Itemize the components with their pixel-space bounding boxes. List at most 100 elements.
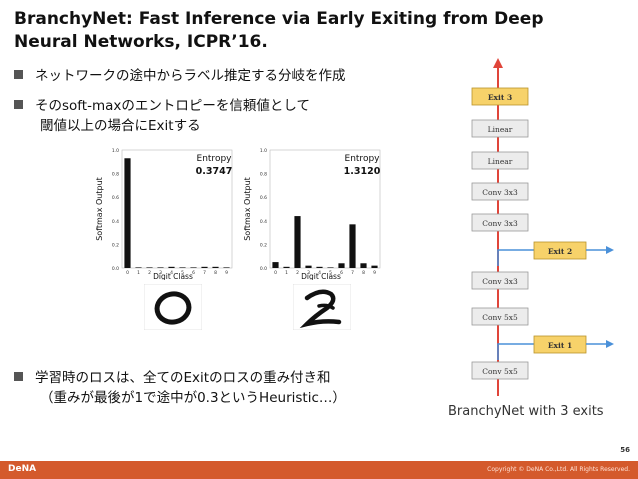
digit-two-drawing <box>292 283 352 331</box>
bar-5 <box>327 267 334 268</box>
bullet-square-icon <box>14 100 23 109</box>
x-tick-label: 3 <box>159 270 162 276</box>
y-tick-label: 0.4 <box>260 219 267 225</box>
x-tick-label: 2 <box>296 270 299 276</box>
x-tick-label: 4 <box>318 270 321 276</box>
y-tick-label: 0.8 <box>260 172 267 178</box>
branch-line <box>497 249 534 266</box>
layer-box <box>471 213 529 232</box>
bar-3 <box>157 267 164 268</box>
bullet-3-text-line2: （重みが最後が1で途中が0.3というHeuristic…） <box>40 390 346 406</box>
layer-box <box>471 307 529 326</box>
y-tick-label: 1.0 <box>112 148 119 154</box>
footer-logo: DeNA <box>8 464 37 474</box>
plot-frame <box>121 149 233 269</box>
bullet-1-text: ネットワークの途中からラベル推定する分岐を作成 <box>35 68 346 84</box>
x-tick-label: 1 <box>137 270 140 276</box>
bar-1 <box>283 266 290 268</box>
x-tick-label: 9 <box>373 270 376 276</box>
x-tick-label: 0 <box>274 270 277 276</box>
x-tick-label: 2 <box>148 270 151 276</box>
x-tick-label: 4 <box>170 270 173 276</box>
footer-copyright: Copyright © DeNA Co.,Ltd. All Rights Res… <box>487 466 630 473</box>
bullet-2: そのsoft-maxのエントロピーを信頼値として 閾値以上の場合にExitする <box>14 96 310 136</box>
exit-arrow-icon <box>606 246 614 254</box>
x-tick-label: 7 <box>351 270 354 276</box>
x-tick-label: 8 <box>362 270 365 276</box>
bullet-3-text: 学習時のロスは、全てのExitのロスの重み付き和 <box>35 370 331 386</box>
softmax-chart-2-svg: 0.0 0.2 0.4 0.6 0.8 1.0 0 1 2 3 4 5 6 7 8 9 Softmax Outp… <box>243 148 381 281</box>
x-axis-label: Digit Class <box>153 272 193 280</box>
softmax-chart-1: 0.0 0.2 0.4 0.6 0.8 1.0 0 1 2 3 4 5 6 7 8 9 Softmax Outp… <box>94 142 242 281</box>
bar-6 <box>338 263 345 268</box>
y-tick-label: 0.6 <box>112 195 119 201</box>
layer-label: Conv 3x3 <box>482 188 518 197</box>
bullet-square-icon <box>14 70 23 79</box>
bar-9 <box>371 265 378 268</box>
x-tick-label: 5 <box>329 270 332 276</box>
layer-label: Conv 3x3 <box>482 219 518 228</box>
bar-4 <box>316 266 323 268</box>
x-tick-label: 3 <box>307 270 310 276</box>
bullet-square-icon <box>14 372 23 381</box>
bar-7 <box>201 266 208 268</box>
bar-0 <box>124 158 131 268</box>
bar-1 <box>135 267 142 268</box>
exit-label: Exit 1 <box>548 341 572 350</box>
bar-8 <box>360 263 367 268</box>
bar-2 <box>146 267 153 268</box>
x-tick-label: 8 <box>214 270 217 276</box>
bullet-3: 学習時のロスは、全てのExitのロスの重み付き和 （重みが最後が1で途中が0.3… <box>14 368 346 408</box>
y-tick-label: 0.4 <box>112 219 119 225</box>
exit-arrow-icon <box>606 340 614 348</box>
x-tick-label: 9 <box>225 270 228 276</box>
layer-box <box>471 151 529 170</box>
page-number: 56 <box>620 446 630 454</box>
y-tick-label: 0.2 <box>260 242 267 248</box>
layer-box <box>471 87 529 106</box>
entropy-label: Entropy <box>345 154 381 164</box>
y-tick-label: 0.6 <box>260 195 267 201</box>
y-tick-label: 1.0 <box>260 148 267 154</box>
y-tick-label: 0.2 <box>112 242 119 248</box>
x-tick-label: 1 <box>285 270 288 276</box>
x-tick-label: 5 <box>181 270 184 276</box>
y-tick-label: 0.0 <box>260 266 267 272</box>
y-tick-label: 0.0 <box>112 266 119 272</box>
y-axis-label: Softmax Output <box>95 177 104 241</box>
title-line-2: Neural Networks, ICPR’16. <box>14 32 268 52</box>
trunk-arrow-icon <box>493 58 503 68</box>
x-tick-label: 7 <box>203 270 206 276</box>
plot-frame <box>269 149 381 269</box>
layer-box <box>471 361 529 380</box>
bar-8 <box>212 266 219 268</box>
layer-label: Exit 3 <box>488 93 512 102</box>
layer-label: Conv 3x3 <box>482 277 518 286</box>
entropy-value: 1.3120 <box>344 166 381 177</box>
bullet-1: ネットワークの途中からラベル推定する分岐を作成 <box>14 66 346 86</box>
softmax-chart-2: 0.0 0.2 0.4 0.6 0.8 1.0 0 1 2 3 4 5 6 7 8 9 Softmax Outp… <box>242 142 390 281</box>
layer-box <box>471 182 529 201</box>
layer-label: Linear <box>488 125 513 134</box>
title-line-1: BranchyNet: Fast Inference via Early Exi… <box>14 9 544 29</box>
entropy-label: Entropy <box>197 154 233 164</box>
softmax-chart-1-svg: 0.0 0.2 0.4 0.6 0.8 1.0 0 1 2 3 4 5 6 7 8 9 Softmax Outp… <box>95 148 233 281</box>
bar-7 <box>349 224 356 268</box>
branch-line <box>497 343 534 360</box>
digit-image-two <box>292 283 352 331</box>
footer-bar: DeNA Copyright © DeNA Co.,Ltd. All Right… <box>0 461 638 479</box>
digit-image-zero <box>143 283 203 331</box>
x-tick-label: 6 <box>340 270 343 276</box>
bar-4 <box>168 266 175 268</box>
x-axis-label: Digit Class <box>301 272 341 280</box>
layer-box <box>471 119 529 138</box>
y-tick-label: 0.8 <box>112 172 119 178</box>
x-tick-label: 6 <box>192 270 195 276</box>
layer-box <box>471 271 529 290</box>
diagram-caption: BranchyNet with 3 exits <box>448 404 604 419</box>
bar-3 <box>305 265 312 268</box>
layer-label: Conv 5x5 <box>482 313 518 322</box>
layer-label: Linear <box>488 157 513 166</box>
exit-label: Exit 2 <box>548 247 572 256</box>
branchynet-diagram: Exit 3 Linear Linear Conv 3x3 Conv 3x3 Conv 3… <box>440 56 630 402</box>
